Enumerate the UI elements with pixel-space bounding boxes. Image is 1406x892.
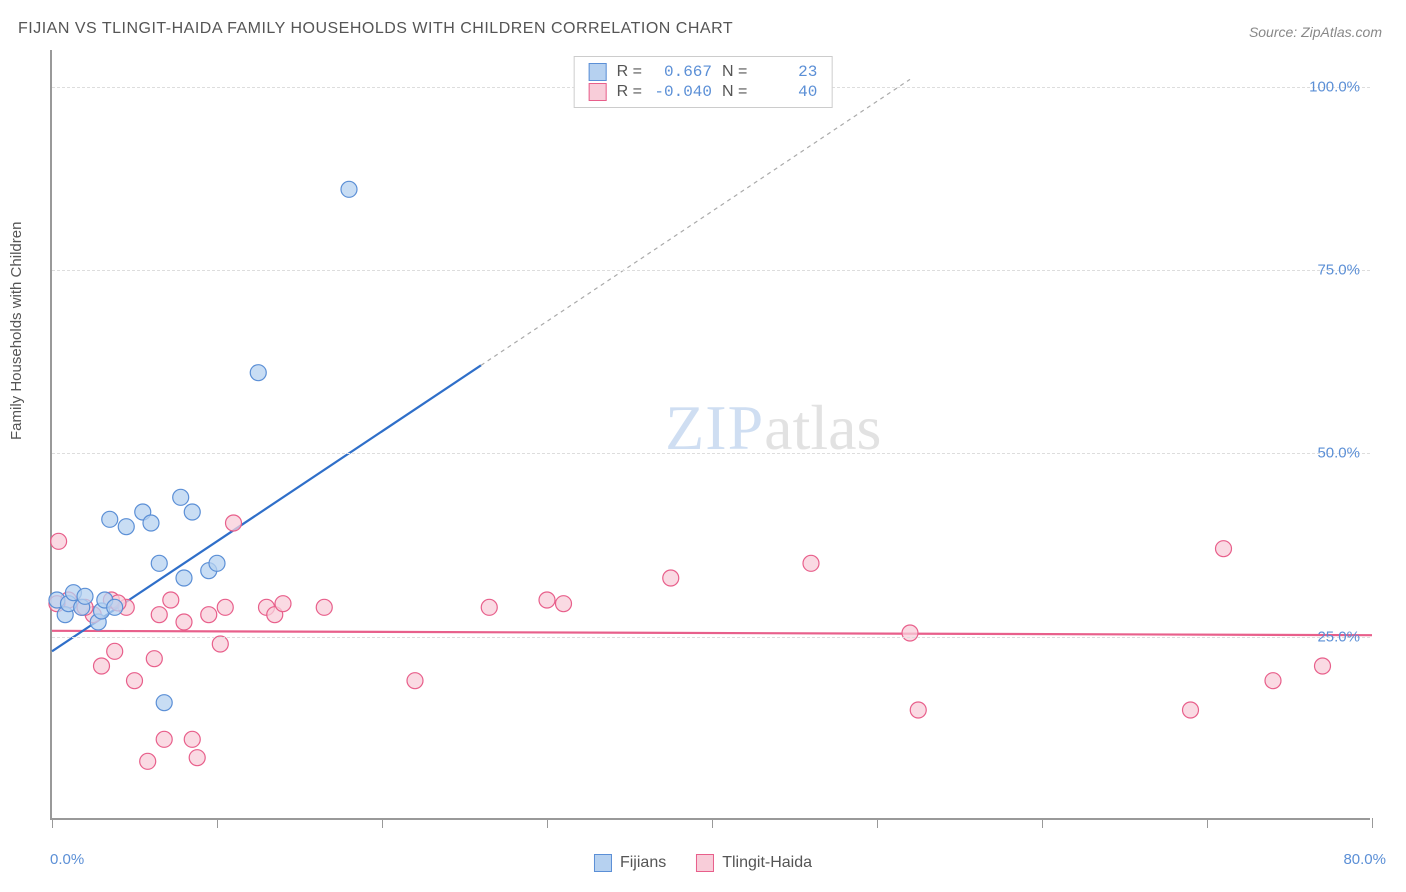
r-label: R = [617, 63, 642, 81]
data-point [146, 651, 162, 667]
data-point [94, 658, 110, 674]
x-tick [712, 818, 713, 828]
n-label: N = [722, 83, 747, 101]
data-point [407, 673, 423, 689]
data-point [201, 607, 217, 623]
n-value-fijians: 23 [757, 63, 817, 81]
gridline [52, 453, 1370, 454]
legend-series: Fijians Tlingit-Haida [594, 854, 812, 872]
x-tick [547, 818, 548, 828]
data-point [156, 731, 172, 747]
r-value-fijians: 0.667 [652, 63, 712, 81]
data-point [250, 365, 266, 381]
data-point [1265, 673, 1281, 689]
legend-item-tlingit: Tlingit-Haida [696, 854, 812, 872]
data-point [189, 750, 205, 766]
y-tick-label: 100.0% [1309, 78, 1360, 95]
data-point [173, 489, 189, 505]
x-tick [1042, 818, 1043, 828]
data-point [163, 592, 179, 608]
data-point [184, 504, 200, 520]
legend-row-fijians: R = 0.667 N = 23 [589, 63, 818, 81]
data-point [803, 555, 819, 571]
legend-swatch-fijians [589, 63, 607, 81]
data-point [102, 511, 118, 527]
y-tick-label: 50.0% [1317, 445, 1360, 462]
n-value-tlingit: 40 [757, 83, 817, 101]
x-tick [1207, 818, 1208, 828]
data-point [118, 519, 134, 535]
gridline [52, 637, 1370, 638]
data-point [316, 599, 332, 615]
data-point [217, 599, 233, 615]
y-axis-label: Family Households with Children [8, 222, 25, 440]
data-point [539, 592, 555, 608]
data-point [1216, 541, 1232, 557]
legend-label-fijians: Fijians [620, 854, 666, 872]
trend-line-dashed [481, 79, 910, 365]
chart-title: FIJIAN VS TLINGIT-HAIDA FAMILY HOUSEHOLD… [18, 20, 733, 38]
source-label: Source: ZipAtlas.com [1249, 24, 1382, 40]
x-tick [382, 818, 383, 828]
data-point [902, 625, 918, 641]
data-point [910, 702, 926, 718]
n-label: N = [722, 63, 747, 81]
x-tick [52, 818, 53, 828]
r-label: R = [617, 83, 642, 101]
data-point [140, 753, 156, 769]
scatter-svg [52, 50, 1370, 818]
data-point [556, 596, 572, 612]
legend-label-tlingit: Tlingit-Haida [722, 854, 812, 872]
r-value-tlingit: -0.040 [652, 83, 712, 101]
data-point [151, 555, 167, 571]
legend-item-fijians: Fijians [594, 854, 666, 872]
data-point [1315, 658, 1331, 674]
trend-line [52, 631, 1372, 635]
legend-correlation-box: R = 0.667 N = 23 R = -0.040 N = 40 [574, 56, 833, 108]
legend-swatch-tlingit-icon [696, 854, 714, 872]
data-point [51, 533, 67, 549]
data-point [107, 599, 123, 615]
data-point [212, 636, 228, 652]
data-point [77, 588, 93, 604]
data-point [107, 643, 123, 659]
x-tick-min: 0.0% [50, 851, 84, 868]
legend-swatch-fijians-icon [594, 854, 612, 872]
data-point [151, 607, 167, 623]
y-tick-label: 75.0% [1317, 262, 1360, 279]
data-point [127, 673, 143, 689]
gridline [52, 270, 1370, 271]
plot-area: 25.0% 50.0% 75.0% 100.0% [50, 50, 1370, 820]
data-point [481, 599, 497, 615]
x-tick [217, 818, 218, 828]
data-point [226, 515, 242, 531]
x-tick [877, 818, 878, 828]
data-point [143, 515, 159, 531]
data-point [184, 731, 200, 747]
data-point [663, 570, 679, 586]
data-point [176, 614, 192, 630]
x-tick [1372, 818, 1373, 828]
legend-swatch-tlingit [589, 83, 607, 101]
data-point [156, 695, 172, 711]
data-point [341, 181, 357, 197]
data-point [275, 596, 291, 612]
data-point [176, 570, 192, 586]
legend-row-tlingit: R = -0.040 N = 40 [589, 83, 818, 101]
data-point [1183, 702, 1199, 718]
data-point [209, 555, 225, 571]
x-tick-max: 80.0% [1343, 851, 1386, 868]
y-tick-label: 25.0% [1317, 628, 1360, 645]
